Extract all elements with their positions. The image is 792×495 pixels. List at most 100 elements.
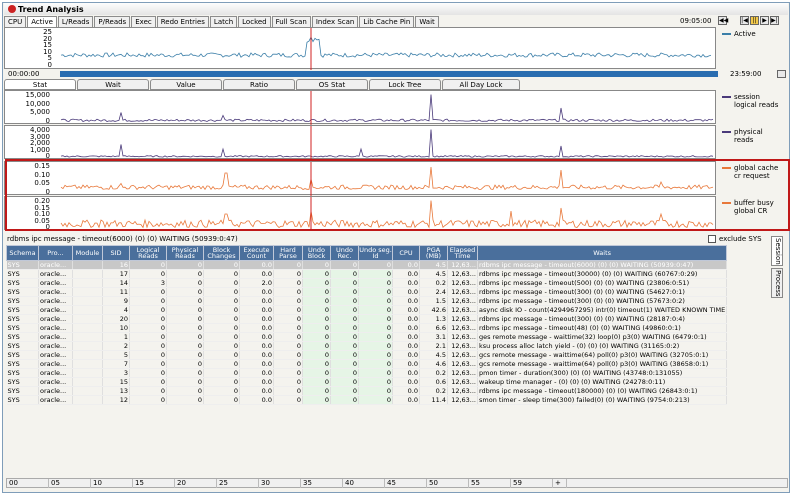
column-header[interactable]: Elapsed Time xyxy=(447,245,478,261)
table-row[interactable]: SYS oracle... 4 0 0 0 0.0 0 0 0 0 0.0 42.6 12,63... as… xyxy=(6,305,728,315)
tab-redo-entries[interactable]: Redo Entries xyxy=(156,16,209,27)
column-header[interactable]: Module xyxy=(72,245,103,261)
table-row[interactable]: SYS oracle... 9 0 0 0 0.0 0 0 0 0 0.0 1.5 12,63... rdb… xyxy=(6,296,728,306)
column-header[interactable]: Undo Block xyxy=(302,245,331,261)
scroller-tick[interactable]: 15 xyxy=(133,478,175,488)
tab-os-stat[interactable]: OS Stat xyxy=(296,79,368,90)
scroller-tick[interactable]: 59 xyxy=(511,478,553,488)
time-scroller[interactable]: 00 05 10 15 20 25 30 35 40 45 50 55 59 + xyxy=(6,478,788,488)
scroller-tick[interactable]: 40 xyxy=(343,478,385,488)
column-header[interactable]: CPU xyxy=(392,245,420,261)
column-header[interactable]: Execute Count xyxy=(239,245,274,261)
tab-wait[interactable]: Wait xyxy=(415,16,439,27)
table-row[interactable]: SYS oracle... 10 0 0 0 0.0 0 0 0 0 0.0 6.6 12,63... rd… xyxy=(6,323,728,333)
column-header[interactable]: Undo seg. Id xyxy=(358,245,393,261)
table-cell: 0 xyxy=(203,314,240,324)
table-cell: rdbms ipc message - timeout(180000) (0) … xyxy=(477,386,728,396)
scroller-tick[interactable]: 10 xyxy=(91,478,133,488)
tab-full-scan[interactable]: Full Scan xyxy=(271,16,311,27)
table-cell: 2.1 xyxy=(419,341,448,351)
checkbox-icon[interactable] xyxy=(708,235,716,243)
tab-p-reads[interactable]: P/Reads xyxy=(94,16,131,27)
table-cell: 0 xyxy=(166,260,204,270)
column-header[interactable]: Waits xyxy=(476,245,728,261)
tab-l-reads[interactable]: L/Reads xyxy=(57,16,94,27)
table-row[interactable]: SYS oracle... 17 0 0 0 0.0 0 0 0 0 0.0 4.5 12,63... rd… xyxy=(6,269,728,279)
column-header[interactable]: Schema xyxy=(6,245,39,261)
column-header[interactable]: Physical Reads xyxy=(166,245,204,261)
table-row[interactable]: SYS oracle... 3 0 0 0 0.0 0 0 0 0 0.0 0.2 12,63... pmo… xyxy=(6,368,728,378)
column-header[interactable]: Block Changes xyxy=(203,245,240,261)
tab-lib-cache-pin[interactable]: Lib Cache Pin xyxy=(359,16,415,27)
first-icon[interactable]: |◀ xyxy=(740,16,749,25)
tab-locked[interactable]: Locked xyxy=(238,16,271,27)
table-cell: 0.0 xyxy=(392,377,420,387)
column-header[interactable]: Pro... xyxy=(38,245,73,261)
table-row[interactable]: SYS oracle... 7 0 0 0 0.0 0 0 0 0 0.0 4.6 12,63... gcs… xyxy=(6,359,728,369)
table-row[interactable]: SYS oracle... 12 0 0 0 0.0 0 0 0 0 0.0 11.4 12,63... s… xyxy=(6,395,728,405)
table-cell: smon timer - sleep time(300) failed(0) (… xyxy=(477,395,728,405)
table-row[interactable]: SYS oracle... 16 0 0 0 0.0 0 0 0 0 0.0 4.5 12,63... rd… xyxy=(6,260,728,270)
trend-chart-1[interactable] xyxy=(5,91,717,125)
overview-plot xyxy=(60,28,712,70)
column-header[interactable]: PGA (MB) xyxy=(419,245,448,261)
scroller-tick[interactable]: 45 xyxy=(385,478,427,488)
column-header[interactable]: SID xyxy=(102,245,130,261)
scroller-tick[interactable]: 35 xyxy=(301,478,343,488)
tab-latch[interactable]: Latch xyxy=(209,16,238,27)
table-row[interactable]: SYS oracle... 1 0 0 0 0.0 0 0 0 0 0.0 3.1 12,63... ges… xyxy=(6,332,728,342)
timeline-bar[interactable] xyxy=(60,71,718,77)
exclude-sys-checkbox[interactable]: exclude SYS xyxy=(708,235,762,243)
scroller-tick[interactable]: 00 xyxy=(7,478,49,488)
column-header[interactable]: Undo Rec. xyxy=(330,245,359,261)
tab-value[interactable]: Value xyxy=(150,79,222,90)
tab-ratio[interactable]: Ratio xyxy=(223,79,295,90)
scroller-tick[interactable]: + xyxy=(553,478,567,488)
timeline-expand-icon[interactable] xyxy=(777,70,786,78)
table-row[interactable]: SYS oracle... 11 0 0 0 0.0 0 0 0 0 0.0 2.4 12,63... rd… xyxy=(6,287,728,297)
column-header[interactable]: Logical Reads xyxy=(129,245,167,261)
legend-swatch-icon xyxy=(722,131,731,133)
pause-icon[interactable]: || xyxy=(750,16,759,25)
tab-wait[interactable]: Wait xyxy=(77,79,149,90)
tab-lock-tree[interactable]: Lock Tree xyxy=(369,79,441,90)
table-cell: 0 xyxy=(302,377,331,387)
trend-chart-2[interactable] xyxy=(5,126,717,160)
table-row[interactable]: SYS oracle... 2 0 0 0 0.0 0 0 0 0 0.0 2.1 12,63... ksu… xyxy=(6,341,728,351)
rewind-icon[interactable]: ◀◀ xyxy=(718,16,729,25)
legend-swatch-icon xyxy=(722,33,731,35)
tab-stat[interactable]: Stat xyxy=(4,79,76,90)
tab-active[interactable]: Active xyxy=(27,16,57,27)
overview-chart[interactable] xyxy=(5,28,717,70)
trend-chart-4[interactable] xyxy=(5,197,717,231)
tab-all-day-lock[interactable]: All Day Lock xyxy=(442,79,520,90)
table-row[interactable]: SYS oracle... 13 0 0 0 0.0 0 0 0 0 0.0 0.2 12,63... rd… xyxy=(6,386,728,396)
tab-process[interactable]: Process xyxy=(771,268,783,298)
table-cell: 4.5 xyxy=(419,269,448,279)
table-row[interactable]: SYS oracle... 15 0 0 0 0.0 0 0 0 0 0.0 0.6 12,63... wa… xyxy=(6,377,728,387)
column-header[interactable]: Hard Parse xyxy=(273,245,303,261)
table-cell: 0 xyxy=(203,359,240,369)
scroller-tick[interactable]: 25 xyxy=(217,478,259,488)
trend-chart-3[interactable] xyxy=(5,162,717,196)
y-tick-label: 0 xyxy=(45,152,50,160)
tab-session[interactable]: Session xyxy=(771,236,783,266)
table-row[interactable]: SYS oracle... 14 3 0 0 2.0 0 0 0 0 0.0 0.2 12,63... rd… xyxy=(6,278,728,288)
scroller-tick[interactable]: 50 xyxy=(427,478,469,488)
table-row[interactable]: SYS oracle... 5 0 0 0 0.0 0 0 0 0 0.0 4.5 12,63... gcs… xyxy=(6,350,728,360)
scroller-tick[interactable]: 05 xyxy=(49,478,91,488)
scroller-tick[interactable]: 55 xyxy=(469,478,511,488)
tab-exec[interactable]: Exec xyxy=(131,16,156,27)
table-cell: 1 xyxy=(102,332,130,342)
scroller-tick[interactable]: 30 xyxy=(259,478,301,488)
y-tick-label: 2,000 xyxy=(29,139,50,147)
table-cell: SYS xyxy=(6,260,39,270)
play-icon[interactable]: ▶ xyxy=(760,16,769,25)
last-icon[interactable]: ▶| xyxy=(770,16,779,25)
table-cell: 12,63... xyxy=(447,269,478,279)
tab-index-scan[interactable]: Index Scan xyxy=(311,16,359,27)
table-row[interactable]: SYS oracle... 20 0 0 0 0.0 0 0 0 0 0.0 1.3 12,63... rd… xyxy=(6,314,728,324)
table-cell: 0 xyxy=(330,332,359,342)
tab-cpu[interactable]: CPU xyxy=(4,16,27,27)
scroller-tick[interactable]: 20 xyxy=(175,478,217,488)
